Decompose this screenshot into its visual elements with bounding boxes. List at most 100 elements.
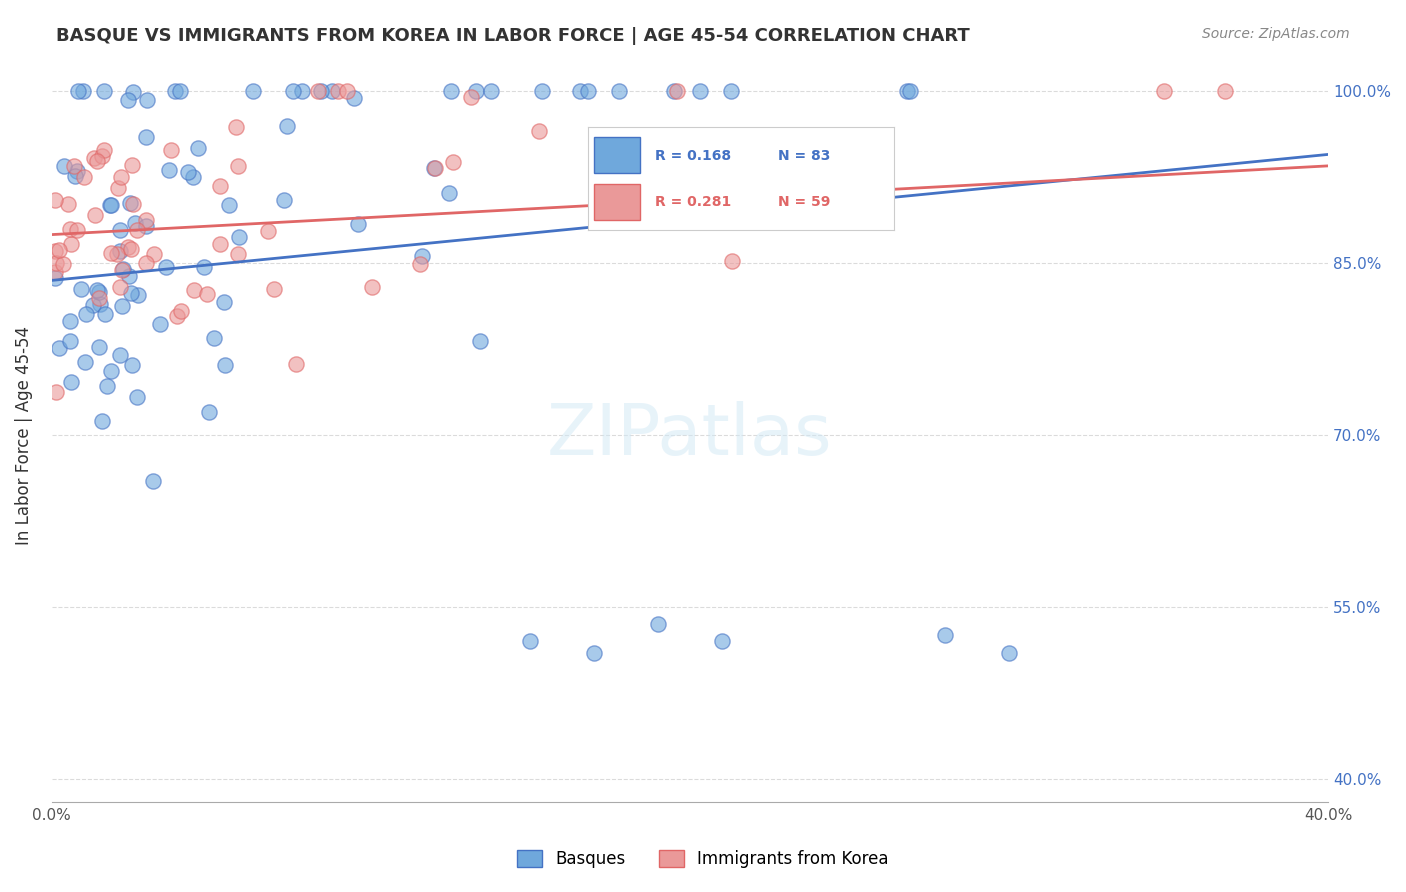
Point: [437, 186, 460, 200]
Point: [70, 282, 93, 296]
Point: [127, 288, 149, 302]
Point: [66, 84, 89, 98]
Point: [720, 84, 742, 98]
Point: [107, 180, 129, 194]
Point: [63, 159, 86, 173]
Point: [309, 84, 332, 98]
Point: [519, 634, 541, 648]
Point: [86, 153, 108, 168]
Point: [135, 212, 157, 227]
Point: [59, 334, 82, 348]
Point: [44, 244, 66, 258]
Point: [44, 193, 66, 207]
Point: [117, 240, 139, 254]
Point: [120, 285, 142, 300]
Point: [48, 341, 70, 355]
Point: [120, 242, 142, 256]
Point: [169, 84, 191, 98]
Point: [1213, 84, 1236, 98]
Point: [149, 317, 172, 331]
Point: [335, 84, 357, 98]
Point: [66, 164, 89, 178]
Point: [124, 216, 146, 230]
Point: [117, 93, 139, 107]
Point: [163, 84, 186, 98]
Point: [898, 84, 921, 98]
Point: [647, 617, 669, 632]
Point: [75, 355, 97, 369]
Point: [440, 84, 463, 98]
Point: [98, 198, 121, 212]
Point: [183, 283, 205, 297]
Point: [122, 197, 145, 211]
Point: [409, 257, 432, 271]
Point: [142, 475, 165, 489]
Point: [89, 296, 111, 310]
Point: [468, 334, 491, 348]
Point: [218, 198, 240, 212]
Point: [121, 159, 143, 173]
Point: [44, 271, 66, 285]
Legend: Basques, Immigrants from Korea: Basques, Immigrants from Korea: [510, 843, 896, 875]
Text: ZIPatlas: ZIPatlas: [547, 401, 832, 469]
Point: [1153, 84, 1175, 98]
Point: [45, 384, 67, 399]
Point: [291, 84, 314, 98]
Point: [212, 294, 235, 309]
Point: [59, 236, 82, 251]
Point: [214, 358, 236, 372]
Point: [52, 257, 75, 271]
Point: [583, 646, 606, 660]
Point: [72, 84, 94, 98]
Point: [96, 378, 118, 392]
Point: [135, 93, 157, 107]
Point: [529, 123, 551, 137]
Point: [45, 256, 67, 270]
Point: [105, 247, 128, 261]
Point: [361, 280, 384, 294]
Point: [209, 236, 232, 251]
Point: [710, 634, 733, 648]
Point: [464, 84, 486, 98]
Point: [120, 196, 142, 211]
Point: [86, 283, 108, 297]
Point: [423, 161, 446, 175]
Point: [170, 304, 193, 318]
Point: [87, 285, 110, 299]
Point: [607, 84, 630, 98]
Point: [135, 129, 157, 144]
Point: [181, 170, 204, 185]
Point: [273, 193, 295, 207]
Point: [411, 249, 433, 263]
Point: [263, 282, 285, 296]
Point: [100, 198, 122, 212]
Point: [159, 144, 181, 158]
Point: [87, 340, 110, 354]
Point: [664, 84, 686, 98]
Point: [59, 222, 82, 236]
Point: [896, 84, 918, 98]
Point: [135, 219, 157, 233]
Point: [56, 197, 79, 211]
Text: Source: ZipAtlas.com: Source: ZipAtlas.com: [1202, 27, 1350, 41]
Point: [226, 247, 249, 261]
Point: [195, 286, 218, 301]
Point: [157, 162, 180, 177]
Point: [72, 170, 94, 185]
Point: [257, 224, 280, 238]
Point: [44, 265, 66, 279]
Point: [276, 119, 298, 133]
Point: [75, 307, 97, 321]
Point: [111, 261, 134, 276]
Text: BASQUE VS IMMIGRANTS FROM KOREA IN LABOR FORCE | AGE 45-54 CORRELATION CHART: BASQUE VS IMMIGRANTS FROM KOREA IN LABOR…: [56, 27, 970, 45]
Point: [689, 84, 711, 98]
Point: [242, 84, 264, 98]
Point: [198, 404, 221, 418]
Point: [110, 280, 132, 294]
Point: [665, 84, 688, 98]
Point: [93, 84, 115, 98]
Point: [998, 646, 1021, 660]
Point: [479, 84, 502, 98]
Point: [193, 260, 215, 274]
Point: [48, 243, 70, 257]
